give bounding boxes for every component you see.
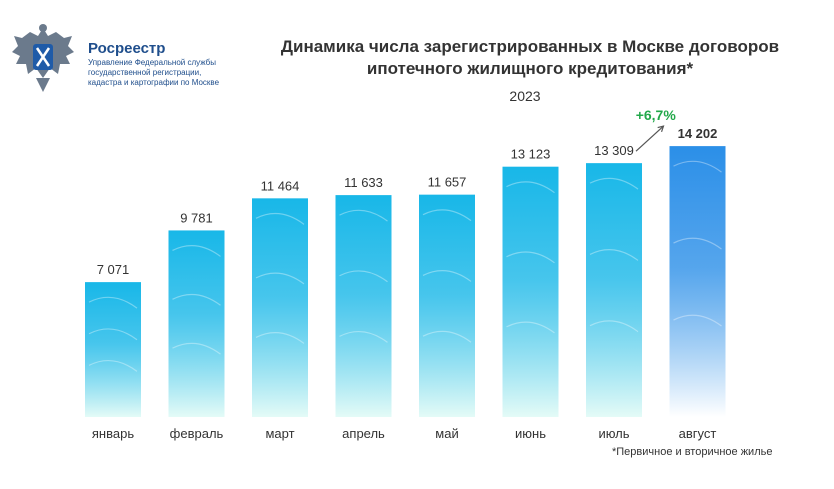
- bar-texture-line: [422, 270, 472, 282]
- bar-texture-line: [673, 237, 722, 250]
- bar-март: [252, 198, 308, 417]
- bar-август: [669, 146, 726, 418]
- bar-texture-line: [339, 209, 388, 222]
- value-label: 11 464: [261, 178, 300, 193]
- category-label: июль: [598, 426, 629, 441]
- eagle-emblem-icon: [12, 24, 74, 92]
- arrow-head-icon: [657, 125, 665, 132]
- category-label: май: [435, 426, 458, 441]
- brand-subtitle-line: Управление Федеральной службы: [88, 58, 216, 67]
- brand-subtitle: Управление Федеральной службы государств…: [88, 58, 238, 88]
- value-label: 14 202: [678, 126, 718, 141]
- category-label: июнь: [515, 426, 546, 441]
- bar-texture-line: [673, 160, 722, 173]
- bar-texture-line: [589, 177, 639, 190]
- bar-февраль: [168, 230, 225, 417]
- bar-апрель: [335, 195, 392, 417]
- value-label: 13 309: [594, 143, 634, 158]
- bar-texture-line: [88, 328, 138, 341]
- bar-texture-line: [339, 270, 388, 283]
- bar-texture-line: [339, 330, 388, 343]
- brand-subtitle-line: государственной регистрации,: [88, 68, 202, 77]
- bar-texture-line: [506, 181, 555, 194]
- category-label: август: [679, 426, 717, 441]
- bar-texture-line: [589, 249, 639, 261]
- rosreestr-logo: Росреестр Управление Федеральной службы …: [8, 22, 238, 102]
- bar-январь: [85, 282, 141, 417]
- bar-texture-line: [88, 359, 138, 372]
- value-label: 7 071: [97, 262, 130, 277]
- value-label: 13 123: [511, 147, 551, 162]
- category-label: январь: [92, 426, 134, 441]
- chart-subtitle-year: 2023: [509, 88, 541, 104]
- category-label: февраль: [170, 426, 224, 441]
- bar-texture-line: [673, 314, 722, 327]
- bar-texture-line: [255, 272, 305, 285]
- bar-texture-line: [589, 320, 639, 333]
- chart-title-line: ипотечного жилищного кредитования*: [366, 59, 694, 78]
- bar-texture-line: [172, 293, 221, 306]
- bar-июнь: [502, 166, 559, 417]
- value-label: 9 781: [180, 210, 213, 225]
- value-label: 11 633: [344, 175, 383, 190]
- chart-title: Динамика числа зарегистрированных в Моск…: [250, 36, 810, 80]
- bar-texture-line: [506, 251, 555, 264]
- bar-texture-line: [255, 332, 305, 344]
- footnote: *Первичное и вторичное жилье: [612, 446, 773, 458]
- brand-subtitle-line: кадастра и картографии по Москве: [88, 78, 220, 87]
- growth-annotation: +6,7%: [636, 107, 677, 123]
- category-label: апрель: [342, 426, 385, 441]
- category-label: март: [265, 426, 294, 441]
- bar-texture-line: [506, 321, 555, 334]
- bar-texture-line: [255, 212, 305, 225]
- bar-texture-line: [422, 330, 472, 343]
- bar-июль: [586, 163, 642, 417]
- bar-texture-line: [88, 296, 138, 309]
- chart-title-line: Динамика числа зарегистрированных в Моск…: [280, 37, 780, 56]
- bar-texture-line: [172, 245, 221, 257]
- bar-texture-line: [172, 342, 221, 355]
- brand-name: Росреестр: [88, 40, 166, 57]
- bar-texture-line: [422, 209, 472, 222]
- bar-май: [419, 194, 475, 417]
- growth-arrow: [635, 125, 664, 152]
- value-label: 11 657: [428, 175, 467, 190]
